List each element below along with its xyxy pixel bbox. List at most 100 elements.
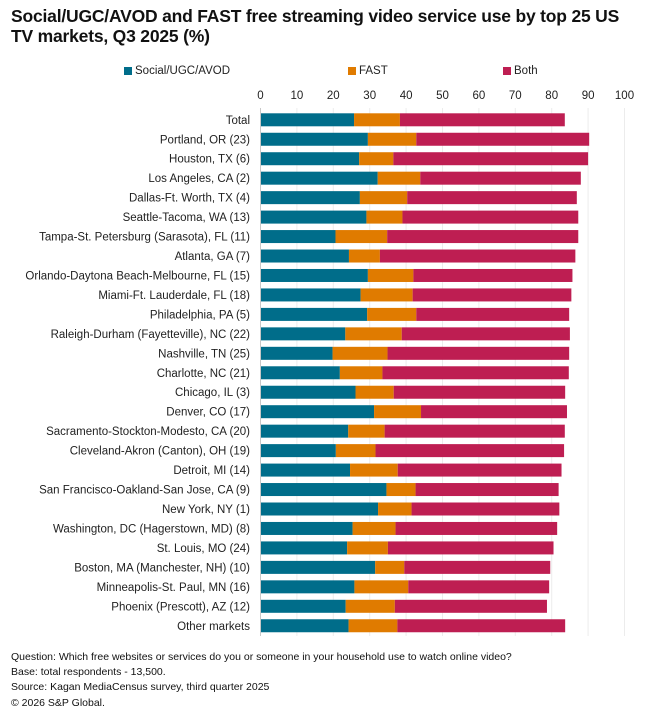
bar-segment-social-ugc-avod xyxy=(260,619,349,633)
bar-segment-fast xyxy=(359,191,408,205)
footer-question: Question: Which free websites or service… xyxy=(11,651,512,663)
bar-segment-social-ugc-avod xyxy=(260,385,356,399)
chart-footer: Question: Which free websites or service… xyxy=(11,650,512,711)
bar-segment-social-ugc-avod xyxy=(260,113,355,127)
footer-source: Source: Kagan MediaCensus survey, third … xyxy=(11,681,270,694)
bar-segment-social-ugc-avod xyxy=(260,230,336,244)
bar-segment-both xyxy=(395,521,558,535)
chart-title-line-1: Social/UGC/AVOD and FAST free streaming … xyxy=(11,6,620,26)
legend-label: FAST xyxy=(359,65,388,77)
bar-segment-fast xyxy=(355,385,394,399)
bar-segment-both xyxy=(402,210,579,224)
bar-segment-fast xyxy=(367,132,417,146)
bar-segment-fast xyxy=(386,483,416,497)
bar-segment-fast xyxy=(348,424,385,438)
category-label: Other markets xyxy=(177,621,250,633)
bar-segment-fast xyxy=(345,599,395,613)
bar-segment-both xyxy=(382,366,569,380)
x-tick-label: 60 xyxy=(473,90,486,102)
category-label: Washington, DC (Hagerstown, MD) (8) xyxy=(53,523,250,535)
bar-segment-both xyxy=(407,191,577,205)
bar-segment-fast xyxy=(374,405,422,419)
bar-segment-both xyxy=(397,463,562,477)
bar-segment-both xyxy=(411,502,560,516)
bar-segment-fast xyxy=(335,230,388,244)
bar-segment-both xyxy=(415,483,559,497)
bar-segment-both xyxy=(387,346,570,360)
bar-segment-social-ugc-avod xyxy=(260,249,349,263)
category-label: Nashville, TN (25) xyxy=(158,348,250,360)
legend-label: Both xyxy=(514,65,538,77)
bar-segment-social-ugc-avod xyxy=(260,463,351,477)
bar-segment-both xyxy=(393,152,589,166)
x-tick-label: 20 xyxy=(327,90,340,102)
category-label: Orlando-Daytona Beach-Melbourne, FL (15) xyxy=(25,270,250,282)
bar-segment-social-ugc-avod xyxy=(260,132,368,146)
bar-segment-social-ugc-avod xyxy=(260,580,355,594)
legend-item-social-ugc-avod: Social/UGC/AVOD xyxy=(124,65,230,77)
bar-segment-social-ugc-avod xyxy=(260,307,368,321)
bar-segment-both xyxy=(408,580,550,594)
bar-segment-fast xyxy=(377,171,421,185)
bar-segment-fast xyxy=(367,268,414,282)
bar-segment-social-ugc-avod xyxy=(260,171,378,185)
category-labels: Total Portland, OR (23) Houston, TX (6) Los… xyxy=(25,115,250,633)
x-tick-label: 100 xyxy=(615,90,634,102)
category-label: Houston, TX (6) xyxy=(169,154,250,166)
category-label: Denver, CO (17) xyxy=(166,407,250,419)
bar-segment-fast xyxy=(352,521,396,535)
bar-segment-fast xyxy=(354,113,400,127)
bar-segment-social-ugc-avod xyxy=(260,502,379,516)
legend-item-fast: FAST xyxy=(348,65,388,77)
bar-segment-fast xyxy=(366,210,403,224)
bar-segment-fast xyxy=(359,152,394,166)
category-label: Sacramento-Stockton-Modesto, CA (20) xyxy=(46,426,250,438)
bar-segment-both xyxy=(412,288,572,302)
bar-segment-both xyxy=(416,307,570,321)
legend-item-both: Both xyxy=(503,65,538,77)
bar-segment-fast xyxy=(375,560,405,574)
category-label: Total xyxy=(226,115,250,127)
x-tick-label: 90 xyxy=(582,90,595,102)
bar-segment-social-ugc-avod xyxy=(260,366,340,380)
bar-segment-social-ugc-avod xyxy=(260,288,361,302)
bar-segment-both xyxy=(399,113,565,127)
bar-segment-both xyxy=(387,230,579,244)
footer-base: Base: total respondents - 13,500. xyxy=(11,666,166,679)
category-label: Portland, OR (23) xyxy=(160,134,250,146)
category-label: Miami-Ft. Lauderdale, FL (18) xyxy=(98,290,250,302)
category-label: Chicago, IL (3) xyxy=(175,387,250,399)
bar-segment-both xyxy=(404,560,551,574)
category-label: Boston, MA (Manchester, NH) (10) xyxy=(74,562,250,574)
footer-copyright: © 2026 S&P Global. xyxy=(11,696,105,709)
bar-segment-both xyxy=(421,405,567,419)
category-label: New York, NY (1) xyxy=(162,504,250,516)
bar-segment-both xyxy=(384,424,565,438)
x-tick-label: 70 xyxy=(509,90,522,102)
x-axis-tick-labels: 0 10 20 30 40 50 60 70 80 90 100 xyxy=(257,90,634,102)
chart-title: Social/UGC/AVOD and FAST free streaming … xyxy=(11,6,651,46)
legend-swatch-social-ugc-avod xyxy=(124,67,132,75)
bar-segment-social-ugc-avod xyxy=(260,560,376,574)
bar-segment-both xyxy=(416,132,590,146)
bar-segment-social-ugc-avod xyxy=(260,327,346,341)
x-tick-label: 0 xyxy=(257,90,263,102)
bar-segment-social-ugc-avod xyxy=(260,152,360,166)
category-label: Charlotte, NC (21) xyxy=(157,368,250,380)
bar-segment-fast xyxy=(350,463,398,477)
bar-segment-fast xyxy=(348,249,380,263)
bar-segment-fast xyxy=(332,346,388,360)
category-label: Tampa-St. Petersburg (Sarasota), FL (11) xyxy=(39,232,250,244)
bar-segment-social-ugc-avod xyxy=(260,346,333,360)
category-label: Atlanta, GA (7) xyxy=(175,251,251,263)
bar-segment-social-ugc-avod xyxy=(260,599,346,613)
bar-segment-social-ugc-avod xyxy=(260,424,349,438)
bar-segment-both xyxy=(413,268,573,282)
bar-segment-both xyxy=(379,249,576,263)
bar-segment-social-ugc-avod xyxy=(260,444,336,458)
bar-segment-both xyxy=(401,327,570,341)
bar-segment-both xyxy=(387,541,554,555)
bar-segment-social-ugc-avod xyxy=(260,483,387,497)
bar-segment-fast xyxy=(378,502,412,516)
